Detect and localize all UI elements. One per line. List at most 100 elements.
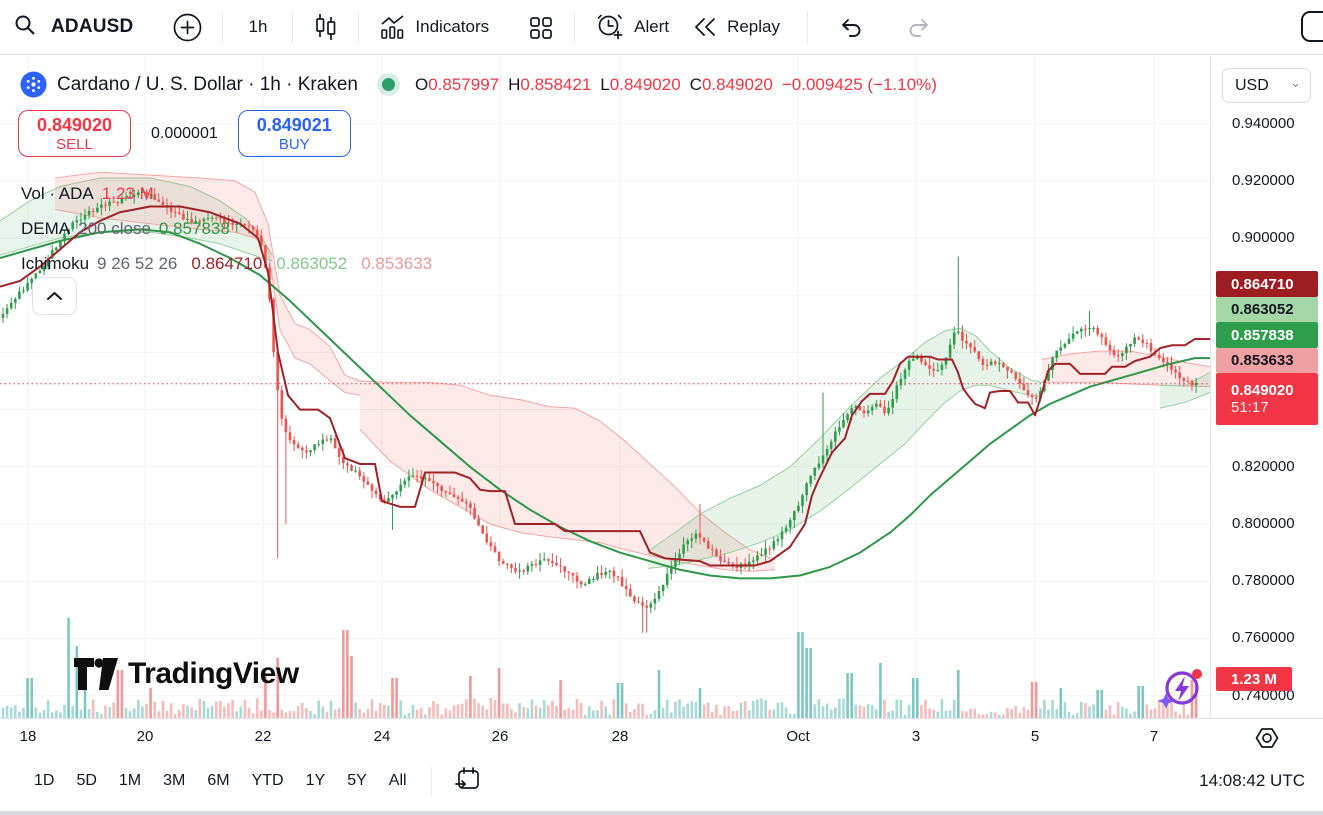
ichimoku-conversion-value: 0.864710 bbox=[191, 253, 263, 273]
range-button-1y[interactable]: 1Y bbox=[305, 772, 326, 789]
alert-button[interactable]: Alert bbox=[586, 6, 678, 48]
ichimoku-legend-title[interactable]: Ichimoku bbox=[21, 253, 90, 273]
toolbar-divider bbox=[430, 767, 432, 795]
sell-label: SELL bbox=[56, 136, 93, 153]
price-axis[interactable]: USD 0.940000 0.920000 0.900000 0.820000 0.80… bbox=[1210, 55, 1323, 718]
price-tick: 0.780000 bbox=[1232, 572, 1295, 590]
go-to-date-button[interactable] bbox=[448, 761, 488, 802]
chart-canvas[interactable] bbox=[0, 55, 1210, 718]
indicators-label: Indicators bbox=[415, 17, 490, 36]
time-tick: 18 bbox=[19, 728, 37, 745]
top-toolbar: ADAUSD 1h Indicators Alert Replay bbox=[0, 0, 1323, 55]
templates-button[interactable] bbox=[518, 8, 563, 47]
chart-style-button[interactable] bbox=[304, 7, 347, 47]
price-label-badge: 1.23 M bbox=[1216, 667, 1292, 691]
range-button-1d[interactable]: 1D bbox=[34, 772, 55, 789]
compare-add-button[interactable] bbox=[164, 7, 211, 48]
market-status-dot bbox=[381, 78, 395, 91]
indicator-legend: Vol · ADA 1.23 M DEMA 200 close 0.857838… bbox=[21, 176, 432, 281]
time-tick: 28 bbox=[611, 728, 629, 745]
dema-legend-params: 200 close bbox=[78, 218, 151, 238]
interval-button[interactable]: 1h bbox=[248, 17, 268, 36]
time-tick: 24 bbox=[373, 728, 391, 745]
range-button-all[interactable]: All bbox=[388, 772, 407, 789]
ichimoku-spana-value: 0.863052 bbox=[276, 253, 348, 273]
currency-label: USD bbox=[1235, 76, 1269, 94]
timezone-clock[interactable]: 14:08:42 UTC bbox=[1199, 771, 1305, 790]
redo-icon bbox=[909, 19, 928, 37]
volume-legend-title[interactable]: Vol · ADA bbox=[21, 183, 94, 203]
plus-circle-icon bbox=[174, 13, 202, 41]
toolbar-divider bbox=[574, 11, 576, 43]
indicators-button[interactable]: Indicators bbox=[370, 9, 498, 46]
redo-button[interactable] bbox=[897, 10, 941, 44]
currency-dropdown[interactable]: USD bbox=[1222, 68, 1311, 103]
range-button-5y[interactable]: 5Y bbox=[347, 772, 367, 789]
time-tick: 5 bbox=[1030, 728, 1040, 745]
bottom-toolbar: 1D 5D 1M 3M 6M YTD 1Y 5Y All 14:08:42 UTC bbox=[0, 755, 1323, 815]
ohlc-values: O0.857997 H0.858421 L0.849020 C0.849020 … bbox=[414, 74, 937, 94]
range-button-3m[interactable]: 3M bbox=[163, 772, 186, 789]
dema-legend-value: 0.857838 bbox=[158, 218, 230, 238]
time-tick: 22 bbox=[254, 728, 272, 745]
time-tick: 20 bbox=[136, 728, 154, 745]
ai-assistant-button[interactable] bbox=[1156, 663, 1208, 718]
symbol-title[interactable]: Cardano / U. S. Dollar · 1h · Kraken bbox=[57, 73, 358, 95]
range-button-ytd[interactable]: YTD bbox=[251, 772, 284, 789]
toolbar-divider bbox=[292, 11, 294, 43]
calendar-goto-icon bbox=[454, 766, 479, 789]
close-value: 0.849020 bbox=[701, 74, 773, 94]
price-tick: 0.800000 bbox=[1232, 515, 1295, 532]
sell-button[interactable]: 0.849020 SELL bbox=[18, 110, 131, 157]
alert-label: Alert bbox=[634, 17, 670, 36]
replay-icon bbox=[695, 18, 715, 36]
change-value: −0.009425 (−1.10%) bbox=[781, 74, 937, 94]
ichimoku-spanb-value: 0.853633 bbox=[361, 253, 433, 273]
price-label-badge: 0.863052 bbox=[1216, 297, 1318, 322]
chevron-up-icon bbox=[47, 292, 62, 300]
tradingview-logo-icon bbox=[74, 657, 118, 690]
symbol-search-button[interactable]: ADAUSD bbox=[51, 16, 134, 37]
watermark-text: TradingView bbox=[128, 657, 299, 690]
toolbar-divider bbox=[807, 11, 808, 43]
buy-label: BUY bbox=[278, 136, 310, 153]
time-tick: 7 bbox=[1149, 728, 1159, 745]
ichimoku-legend-params: 9 26 52 26 bbox=[97, 253, 178, 273]
price-tick: 0.900000 bbox=[1232, 229, 1295, 246]
tradingview-watermark: TradingView bbox=[74, 657, 299, 691]
trade-panel: 0.849020 SELL 0.000001 0.849021 BUY bbox=[18, 110, 351, 157]
range-button-1m[interactable]: 1M bbox=[118, 772, 142, 789]
buy-price: 0.849021 bbox=[256, 115, 332, 135]
replay-label: Replay bbox=[727, 17, 780, 36]
time-tick: Oct bbox=[786, 728, 810, 745]
undo-button[interactable] bbox=[829, 10, 873, 44]
chart-pane[interactable]: Cardano / U. S. Dollar · 1h · Kraken O0.… bbox=[0, 55, 1210, 718]
volume-legend-value: 1.23 M bbox=[101, 183, 154, 203]
time-axis-settings-button[interactable] bbox=[1253, 726, 1281, 755]
chart-region: Cardano / U. S. Dollar · 1h · Kraken O0.… bbox=[0, 55, 1323, 755]
buy-button[interactable]: 0.849021 BUY bbox=[237, 110, 351, 157]
dema-legend-title[interactable]: DEMA bbox=[21, 218, 71, 238]
range-button-6m[interactable]: 6M bbox=[207, 772, 230, 789]
legend-collapse-button[interactable] bbox=[32, 277, 77, 315]
sell-price: 0.849020 bbox=[36, 115, 113, 135]
legend-ichimoku: Ichimoku 9 26 52 26 0.864710 0.863052 0.… bbox=[21, 246, 432, 281]
low-value: 0.849020 bbox=[609, 74, 681, 94]
time-axis[interactable]: 18 20 22 24 26 28 Oct 3 5 7 bbox=[0, 718, 1323, 755]
price-label-badge: 0.857838 bbox=[1216, 322, 1318, 348]
toolbar-overflow-button[interactable] bbox=[1301, 11, 1323, 42]
search-icon[interactable] bbox=[14, 14, 36, 41]
grid-layout-icon bbox=[530, 16, 552, 39]
cardano-logo bbox=[20, 71, 47, 98]
toolbar-divider bbox=[222, 11, 224, 43]
range-button-5d[interactable]: 5D bbox=[76, 772, 97, 789]
candlestick-icon bbox=[316, 14, 336, 40]
legend-volume: Vol · ADA 1.23 M bbox=[21, 176, 432, 211]
alert-clock-icon bbox=[597, 14, 623, 40]
replay-button[interactable]: Replay bbox=[684, 10, 789, 44]
toolbar-divider bbox=[358, 11, 360, 43]
price-label-badge: 0.849020 51:17 bbox=[1216, 373, 1318, 425]
open-value: 0.857997 bbox=[428, 74, 500, 94]
price-tick: 0.820000 bbox=[1232, 457, 1295, 475]
spread-value: 0.000001 bbox=[151, 124, 218, 142]
